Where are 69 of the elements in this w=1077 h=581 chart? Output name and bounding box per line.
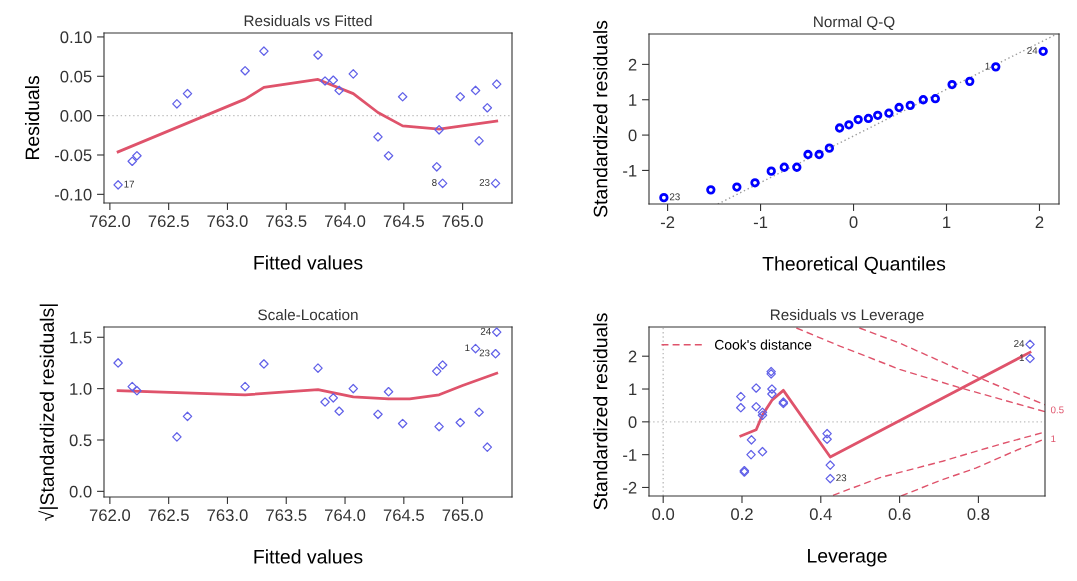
annotation: 8 [432, 179, 437, 186]
x-tick-label: 0 [849, 216, 858, 229]
annotation: 23 [836, 474, 847, 482]
legend-label: Cook's distance [714, 339, 812, 350]
x-axis-title: Fitted values [254, 549, 363, 564]
y-axis-title: Standardized residuals [593, 313, 608, 510]
x-axis-title: Leverage [808, 549, 887, 567]
x-tick-label: 762.5 [148, 509, 189, 522]
annotation: 17 [124, 180, 134, 188]
annotation: 23 [669, 193, 680, 201]
chart-title: Residuals vs Leverage [770, 308, 924, 324]
annotation: 23 [479, 349, 490, 357]
y-tick-label: 0.0 [69, 485, 92, 498]
x-tick-label: 764.5 [383, 215, 424, 228]
x-tick-label: 0.4 [809, 508, 832, 521]
x-tick-label: 762.0 [89, 215, 131, 228]
x-tick-label: 2 [1035, 216, 1044, 228]
annotation: 23 [479, 179, 490, 186]
x-tick-label: 0.8 [967, 508, 990, 521]
x-axis-title: Theoretical Quantiles [762, 256, 946, 275]
x-tick-label: -1 [753, 216, 768, 228]
annotation: 1 [1019, 354, 1024, 362]
x-tick-label: 762.0 [89, 509, 131, 522]
x-tick-label: 0.6 [888, 508, 911, 521]
y-tick-label: -1 [623, 449, 637, 461]
x-tick-label: 763.5 [266, 509, 307, 522]
x-tick-label: 0.0 [652, 508, 675, 521]
x-tick-label: 765.0 [442, 509, 483, 522]
x-tick-label: 764.0 [325, 215, 366, 228]
y-tick-label: 0 [628, 416, 637, 429]
x-tick-label: 765.0 [442, 215, 483, 228]
x-axis-title: Fitted values [254, 255, 363, 270]
y-tick-label: 1.5 [70, 331, 92, 344]
y-axis-title: Standardized residuals [593, 20, 608, 218]
x-tick-label: 763.0 [207, 215, 248, 228]
y-tick-label: 1.0 [70, 383, 92, 395]
annotation: 0.5 [1050, 406, 1064, 414]
y-axis-title: Residuals [24, 76, 40, 160]
y-tick-label: 0.05 [60, 70, 92, 83]
y-tick-label: 2 [628, 350, 637, 363]
x-tick-label: 762.5 [148, 215, 189, 228]
x-tick-label: 763.5 [266, 215, 307, 228]
x-tick-label: 764.5 [383, 509, 424, 522]
x-tick-label: 764.0 [325, 509, 366, 522]
y-axis-title: √|Standardized residuals| [38, 304, 58, 521]
x-tick-label: 0.2 [731, 508, 753, 521]
x-tick-label: 763.0 [207, 509, 248, 522]
annotation: 24 [1027, 47, 1038, 54]
chart-title: Residuals vs Fitted [244, 14, 372, 27]
annotation: 1 [1051, 435, 1056, 443]
annotation: 24 [1014, 340, 1025, 347]
x-tick-label: -2 [660, 216, 675, 228]
chart-title: Scale-Location [258, 308, 358, 321]
y-tick-label: 0.00 [60, 110, 92, 122]
y-tick-label: -1 [623, 165, 637, 177]
y-tick-label: 2 [628, 58, 637, 71]
y-tick-label: 0.5 [69, 434, 92, 447]
y-tick-label: 0.10 [60, 31, 92, 44]
y-tick-label: -0.10 [54, 188, 92, 201]
y-tick-label: 0 [628, 129, 637, 142]
y-tick-label: -2 [623, 481, 637, 494]
annotation: 1 [465, 344, 470, 352]
y-tick-label: 1 [629, 94, 637, 106]
y-tick-label: -0.05 [54, 149, 92, 162]
chart-title: Normal Q-Q [814, 15, 895, 30]
x-tick-label: 1 [943, 216, 951, 228]
annotation: 24 [480, 327, 491, 335]
annotation: 1 [985, 62, 990, 70]
y-tick-label: 1 [629, 383, 637, 396]
